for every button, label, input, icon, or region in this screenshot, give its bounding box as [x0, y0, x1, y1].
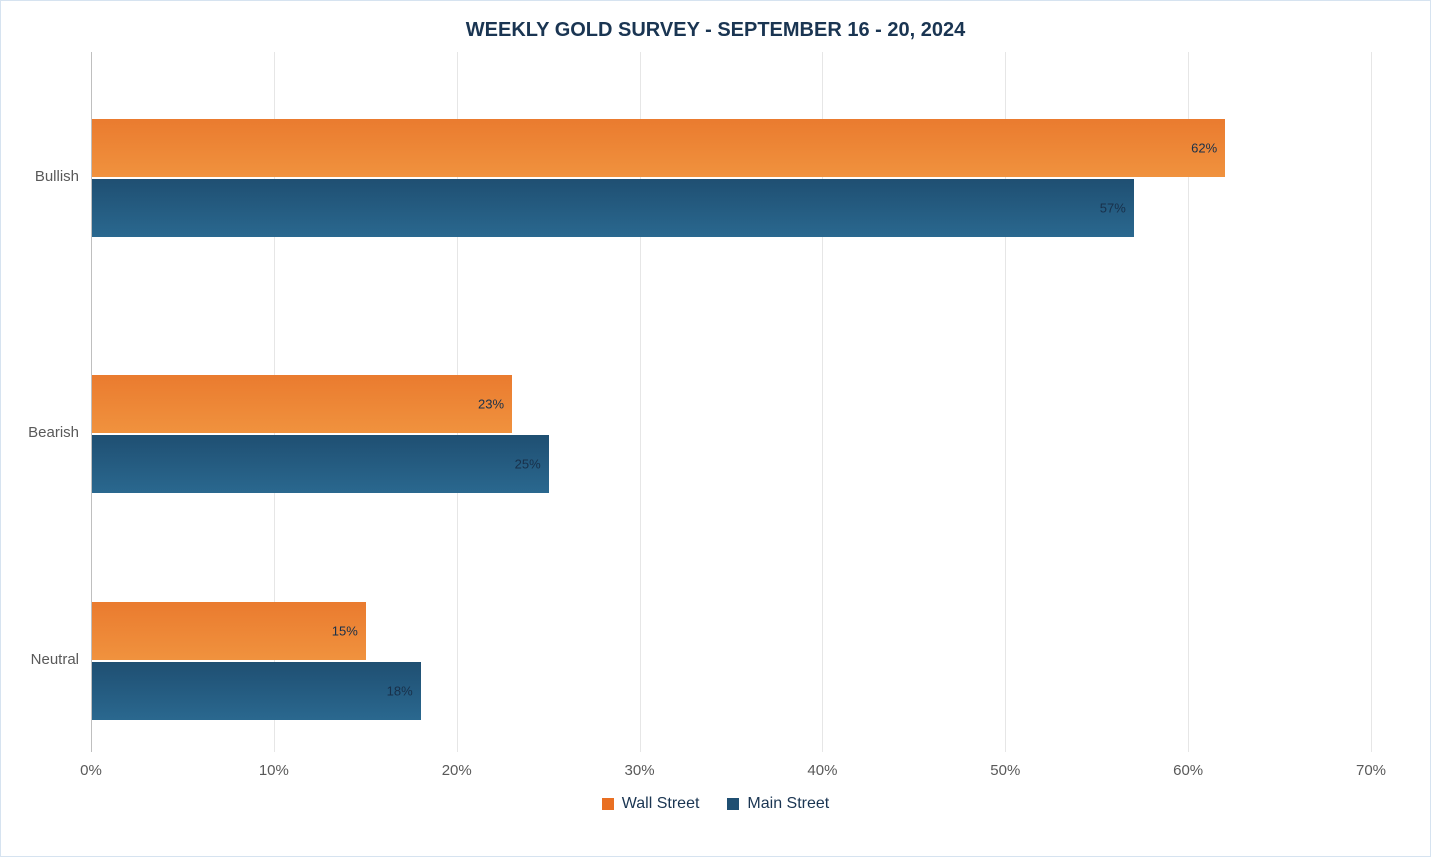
gridline [1371, 52, 1372, 752]
legend-swatch [727, 798, 739, 810]
x-tick-label: 30% [610, 762, 670, 779]
x-tick-label: 70% [1341, 762, 1401, 779]
legend-swatch [602, 798, 614, 810]
plot-area: 0%10%20%30%40%50%60%70%Bullish62%57%Bear… [91, 52, 1371, 752]
x-tick-label: 60% [1158, 762, 1218, 779]
bar-value-label: 18% [387, 684, 413, 699]
bar-main-street: 18% [92, 662, 421, 720]
legend-item: Wall Street [602, 795, 700, 813]
bar-value-label: 25% [515, 456, 541, 471]
legend-item: Main Street [727, 795, 829, 813]
x-tick-label: 0% [61, 762, 121, 779]
bar-wall-street: 23% [92, 375, 513, 433]
bar-value-label: 23% [478, 396, 504, 411]
bar-wall-street: 62% [92, 119, 1226, 177]
chart-title: WEEKLY GOLD SURVEY - SEPTEMBER 16 - 20, … [31, 19, 1400, 42]
chart-frame: WEEKLY GOLD SURVEY - SEPTEMBER 16 - 20, … [0, 0, 1431, 857]
bar-wall-street: 15% [92, 602, 366, 660]
y-category-label: Bearish [0, 424, 79, 441]
x-tick-label: 50% [975, 762, 1035, 779]
plot-inner: 0%10%20%30%40%50%60%70%Bullish62%57%Bear… [91, 52, 1371, 752]
x-tick-label: 10% [244, 762, 304, 779]
legend-label: Wall Street [622, 795, 700, 813]
bar-value-label: 15% [332, 624, 358, 639]
bar-value-label: 62% [1191, 141, 1217, 156]
legend: Wall Street Main Street [1, 795, 1430, 842]
y-category-label: Bullish [0, 168, 79, 185]
bar-main-street: 57% [92, 179, 1134, 237]
legend-label: Main Street [747, 795, 829, 813]
bar-main-street: 25% [92, 435, 549, 493]
x-tick-label: 40% [792, 762, 852, 779]
y-category-label: Neutral [0, 651, 79, 668]
x-tick-label: 20% [427, 762, 487, 779]
bar-value-label: 57% [1100, 201, 1126, 216]
